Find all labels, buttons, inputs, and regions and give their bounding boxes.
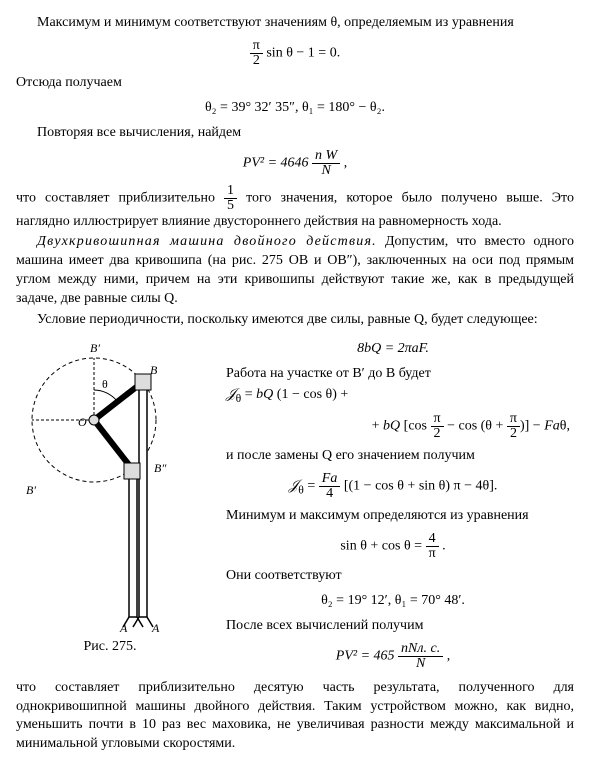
eq-2: θ₂ = 39° 32′ 35″, θ₁ = 180° − θ₂. [16, 99, 574, 118]
eq-6: 𝒥θ = Fa4 [(1 − cos θ + sin θ) π − 4θ]. [212, 472, 574, 501]
para-maxmin: Максимум и минимум соответствуют значени… [16, 14, 574, 33]
para-after-all: После всех вычислений получим [212, 617, 574, 636]
para-tail: что составляет приблизительно десятую ча… [16, 679, 574, 755]
label-B-prime-bottom: B′ [26, 483, 36, 497]
label-B-prime-top: B′ [90, 341, 100, 355]
eq-5-line2: + bQ [cos π2 − cos (θ + π2)] − Faθ, [212, 412, 574, 441]
para-hence: Отсюда получаем [16, 74, 574, 93]
right-text-column: 8bQ = 2πaF. Работа на участке от B′ до B… [204, 334, 574, 677]
eq-1: π2 sin θ − 1 = 0. [16, 39, 574, 68]
eq-5-line1: 𝒥θ = bQ (1 − cos θ) + [212, 386, 574, 407]
label-O: O [78, 415, 87, 429]
eq-9: PV² = 465 nNл. с.N , [212, 642, 574, 671]
para-minmax: Минимум и максимум определяются из уравн… [212, 507, 574, 526]
para-periodicity: Условие периодичности, поскольку имеются… [16, 311, 574, 330]
label-B: B [150, 363, 158, 377]
eq-7: sin θ + cos θ = 4π . [212, 532, 574, 561]
figure-275: B′ B θ O B″ B′ A A [16, 334, 202, 634]
para-onefifth: что составляет приблизительно 15 того зн… [16, 184, 574, 232]
section-title: Двухкривошипная машина двойного действия… [37, 234, 377, 249]
label-theta: θ [102, 377, 108, 391]
label-A-right: A [151, 621, 160, 634]
para-section-lead: Двухкривошипная машина двойного действия… [16, 233, 574, 309]
para-work: Работа на участке от B′ до B будет [212, 365, 574, 384]
figure-column: B′ B θ O B″ B′ A A Рис. 275. [16, 334, 204, 657]
figure-text-row: B′ B θ O B″ B′ A A Рис. 275. 8bQ = 2πaF.… [16, 334, 574, 677]
para-repeat: Повторяя все вычисления, найдем [16, 124, 574, 143]
figure-caption: Рис. 275. [16, 638, 204, 657]
label-B-double-prime: B″ [154, 461, 167, 475]
eq-4: 8bQ = 2πaF. [212, 340, 574, 359]
label-A-left: A [119, 621, 128, 634]
para-subst: и после замены Q его значением получим [212, 447, 574, 466]
para-correspond: Они соответствуют [212, 567, 574, 586]
eq-3: PV² = 4646 n WN , [16, 149, 574, 178]
eq-8: θ₂ = 19° 12′, θ₁ = 70° 48′. [212, 592, 574, 611]
